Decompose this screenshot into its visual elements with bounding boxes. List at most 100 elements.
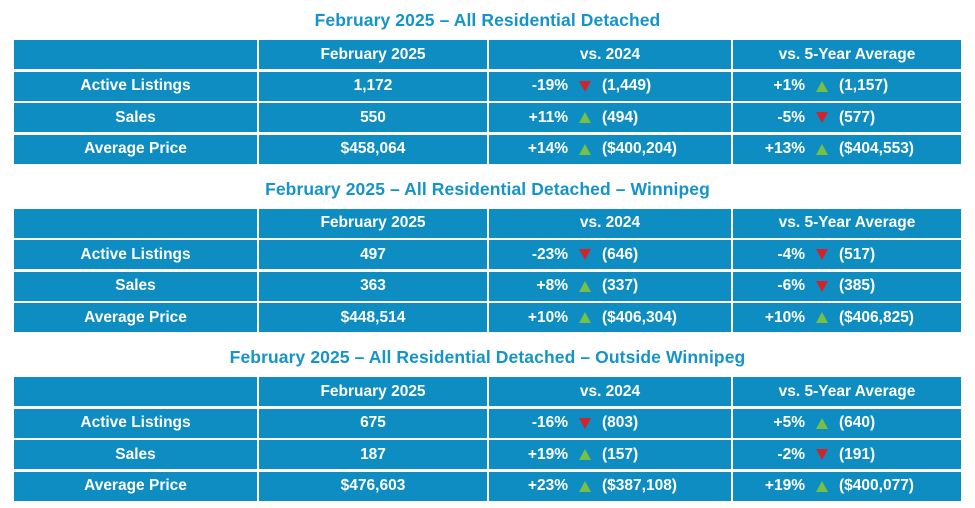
current-value-cell: 363 bbox=[259, 271, 487, 301]
up-arrow-icon bbox=[579, 280, 591, 292]
change-percent: -16% bbox=[531, 414, 568, 431]
up-arrow-icon bbox=[579, 480, 591, 492]
comparison-value: ($406,304) bbox=[602, 308, 677, 326]
change-percent: +19% bbox=[764, 477, 805, 494]
down-arrow-icon bbox=[579, 80, 591, 92]
down-arrow-icon bbox=[816, 112, 828, 123]
comparison-value: ($387,108) bbox=[602, 477, 677, 494]
comparison-value: ($404,553) bbox=[839, 140, 914, 157]
change-percent: +23% bbox=[527, 477, 568, 494]
comparison-value: (803) bbox=[602, 414, 639, 431]
vs-2024-cell: -23% (646) bbox=[489, 240, 731, 269]
row-label-average-price: Average Price bbox=[14, 471, 257, 501]
up-arrow-icon bbox=[816, 312, 828, 323]
row-label-average-price: Average Price bbox=[14, 303, 257, 332]
corner-cell bbox=[14, 377, 257, 406]
section-title: February 2025 – All Residential Detached bbox=[314, 10, 661, 30]
column-header-vs-2024: vs. 2024 bbox=[489, 40, 731, 69]
column-header-february-2025: February 2025 bbox=[259, 377, 487, 406]
vs-5-year-cell: +10% ($406,825) bbox=[733, 303, 961, 332]
comparison-value: (577) bbox=[839, 108, 876, 126]
comparison-value: (494) bbox=[602, 108, 639, 126]
vs-2024-cell: -16% (803) bbox=[489, 408, 731, 438]
column-header-vs-5-year-average: vs. 5-Year Average bbox=[733, 208, 961, 238]
column-header-february-2025: February 2025 bbox=[259, 208, 487, 238]
current-value-cell: $476,603 bbox=[259, 471, 487, 501]
up-arrow-icon bbox=[816, 80, 828, 92]
up-arrow-icon bbox=[816, 480, 828, 492]
stats-table: February 2025 vs. 2024 vs. 5-Year Averag… bbox=[14, 40, 961, 164]
current-value-cell: 187 bbox=[259, 440, 487, 469]
comparison-value: (640) bbox=[839, 414, 876, 431]
change-percent: +13% bbox=[764, 140, 805, 157]
vs-2024-cell: +14% ($400,204) bbox=[489, 134, 731, 164]
change-percent: +5% bbox=[773, 414, 805, 431]
vs-2024-cell: +19% (157) bbox=[489, 440, 731, 469]
row-label-active-listings: Active Listings bbox=[14, 408, 257, 438]
row-label-sales: Sales bbox=[14, 271, 257, 301]
comparison-value: (157) bbox=[602, 445, 639, 463]
comparison-value: (191) bbox=[839, 445, 876, 463]
comparison-value: (646) bbox=[602, 245, 639, 263]
row-label-active-listings: Active Listings bbox=[14, 240, 257, 269]
column-header-vs-2024: vs. 2024 bbox=[489, 208, 731, 238]
change-percent: -4% bbox=[777, 245, 805, 263]
section-winnipeg: February 2025 – All Residential Detached… bbox=[14, 178, 961, 332]
corner-cell bbox=[14, 40, 257, 69]
comparison-value: (385) bbox=[839, 277, 876, 294]
row-label-sales: Sales bbox=[14, 103, 257, 132]
down-arrow-icon bbox=[816, 280, 828, 292]
comparison-value: (1,449) bbox=[602, 77, 652, 94]
column-header-vs-2024: vs. 2024 bbox=[489, 377, 731, 406]
up-arrow-icon bbox=[579, 112, 591, 123]
change-percent: +10% bbox=[527, 308, 568, 326]
current-value-cell: 497 bbox=[259, 240, 487, 269]
vs-5-year-cell: -5% (577) bbox=[733, 103, 961, 132]
up-arrow-icon bbox=[579, 143, 591, 155]
current-value-cell: $458,064 bbox=[259, 134, 487, 164]
column-header-vs-5-year-average: vs. 5-Year Average bbox=[733, 40, 961, 69]
comparison-value: (517) bbox=[839, 245, 876, 263]
vs-5-year-cell: -6% (385) bbox=[733, 271, 961, 301]
row-label-active-listings: Active Listings bbox=[14, 71, 257, 101]
comparison-value: (1,157) bbox=[839, 77, 889, 94]
vs-5-year-cell: +5% (640) bbox=[733, 408, 961, 438]
up-arrow-icon bbox=[816, 143, 828, 155]
vs-5-year-cell: -2% (191) bbox=[733, 440, 961, 469]
down-arrow-icon bbox=[816, 249, 828, 260]
comparison-value: (337) bbox=[602, 277, 639, 294]
comparison-value: ($400,077) bbox=[839, 477, 914, 494]
vs-5-year-cell: +13% ($404,553) bbox=[733, 134, 961, 164]
down-arrow-icon bbox=[816, 449, 828, 460]
change-percent: -23% bbox=[531, 245, 568, 263]
row-label-sales: Sales bbox=[14, 440, 257, 469]
down-arrow-icon bbox=[579, 249, 591, 260]
row-label-average-price: Average Price bbox=[14, 134, 257, 164]
up-arrow-icon bbox=[816, 417, 828, 429]
vs-2024-cell: +8% (337) bbox=[489, 271, 731, 301]
section-outside-winnipeg: February 2025 – All Residential Detached… bbox=[14, 346, 961, 501]
current-value-cell: 1,172 bbox=[259, 71, 487, 101]
current-value-cell: 675 bbox=[259, 408, 487, 438]
change-percent: -6% bbox=[777, 277, 805, 294]
change-percent: +11% bbox=[528, 108, 568, 126]
change-percent: +1% bbox=[773, 77, 805, 94]
column-header-february-2025: February 2025 bbox=[259, 40, 487, 69]
corner-cell bbox=[14, 208, 257, 238]
column-header-vs-5-year-average: vs. 5-Year Average bbox=[733, 377, 961, 406]
comparison-value: ($406,825) bbox=[839, 308, 914, 326]
vs-5-year-cell: -4% (517) bbox=[733, 240, 961, 269]
up-arrow-icon bbox=[579, 312, 591, 323]
current-value-cell: $448,514 bbox=[259, 303, 487, 332]
vs-5-year-cell: +19% ($400,077) bbox=[733, 471, 961, 501]
vs-2024-cell: +10% ($406,304) bbox=[489, 303, 731, 332]
section-all-residential-detached: February 2025 – All Residential Detached… bbox=[14, 9, 961, 164]
change-percent: +14% bbox=[527, 140, 568, 157]
change-percent: -2% bbox=[777, 445, 805, 463]
vs-2024-cell: -19% (1,449) bbox=[489, 71, 731, 101]
change-percent: -5% bbox=[777, 108, 805, 126]
vs-2024-cell: +11% (494) bbox=[489, 103, 731, 132]
up-arrow-icon bbox=[579, 449, 591, 460]
down-arrow-icon bbox=[579, 417, 591, 429]
